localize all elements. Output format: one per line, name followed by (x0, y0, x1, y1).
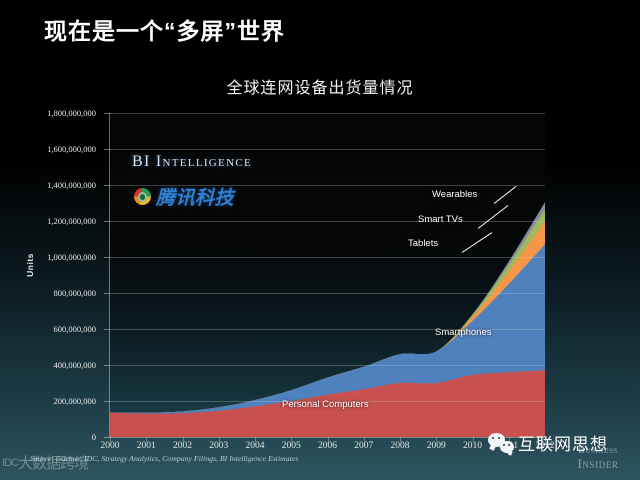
x-axis-tick-mark (327, 437, 329, 442)
y-axis-tick-mark (104, 365, 110, 366)
y-axis-tick-label: 1,000,000,000 (47, 252, 96, 262)
bi-watermark-line1: Business (578, 445, 618, 456)
x-axis-tick-label: 2000 (100, 441, 120, 451)
bi-watermark-line2: Insider (577, 455, 619, 471)
y-axis-tick-label: 800,000,000 (53, 288, 97, 298)
left-watermark-text: 大数据跨境 (17, 455, 89, 472)
x-axis-tick-mark (146, 437, 148, 442)
x-axis-tick-mark (291, 437, 293, 442)
y-axis-tick-mark (104, 185, 110, 186)
gridline (110, 185, 545, 186)
y-axis-tick-mark (104, 329, 110, 330)
gridline (110, 113, 545, 114)
x-axis-tick-label: 2007 (354, 441, 374, 451)
y-axis-tick-label: 0 (91, 432, 96, 442)
y-axis-tick-mark (104, 293, 110, 294)
x-axis-tick-label: 2010 (463, 441, 482, 451)
x-axis-tick-label: 2003 (209, 441, 229, 451)
x-axis-tick-label: 2008 (390, 441, 410, 451)
x-axis-tick-label: 2009 (426, 441, 446, 451)
y-axis-tick-label: 200,000,000 (53, 396, 97, 406)
slide-headline: 现在是一个“多屏”世界 (44, 18, 285, 44)
y-axis-tick-label: 1,400,000,000 (47, 180, 96, 190)
tencent-logo: 腾讯科技 (134, 183, 234, 210)
gridline (110, 221, 545, 222)
wechat-account-name: 互联网思想 (518, 435, 608, 454)
y-axis-tick-mark (104, 401, 110, 402)
chart-plot-area (110, 113, 545, 437)
left-watermark: IDC大数据跨境 (2, 452, 89, 473)
x-axis-tick-mark (436, 437, 438, 442)
y-axis-tick-label: 400,000,000 (53, 360, 97, 370)
y-axis-tick-label: 600,000,000 (53, 324, 97, 334)
bi-intelligence-logo: BI Intelligence (132, 153, 252, 170)
x-axis-tick-mark (110, 437, 111, 442)
gridline (110, 293, 545, 294)
x-axis-tick-mark (545, 437, 546, 442)
x-axis-tick-mark (255, 437, 256, 442)
y-axis-tick-label: 1,200,000,000 (47, 216, 96, 226)
stacked-area-series (110, 202, 545, 437)
x-axis-tick-mark (363, 437, 365, 442)
y-axis-tick-label: 1,600,000,000 (47, 144, 96, 154)
y-axis-tick-mark (104, 149, 110, 150)
series-label-tablets: Tablets (408, 238, 439, 249)
series-label-personal-computers: Personal Computers (282, 399, 369, 410)
gridline (110, 257, 545, 258)
x-axis-tick-mark (218, 437, 220, 442)
y-axis-tick-mark (104, 113, 110, 114)
chart-source-note: Source: Gartner, IDC, Strategy Analytics… (30, 454, 299, 463)
x-axis-tick-label: 2004 (245, 441, 265, 451)
x-axis-tick-mark (182, 437, 184, 442)
y-axis-tick-label: 1,800,000,000 (47, 108, 96, 118)
x-axis-tick-mark (508, 437, 510, 442)
x-axis-tick-label: 2002 (173, 441, 192, 451)
series-label-smart-tvs: Smart TVs (418, 214, 463, 225)
gridline (110, 365, 545, 366)
x-axis-tick-mark (472, 437, 474, 442)
gridline (110, 149, 545, 150)
y-axis-tick-mark (104, 221, 110, 222)
gridline (110, 401, 545, 402)
chart-title: 全球连网设备出货量情况 (226, 80, 414, 97)
chart-frame: Units 0 200,000,000 400,000,000 600,000,000… (20, 100, 620, 451)
gridline (110, 329, 545, 330)
x-axis-tick-label: 2006 (318, 441, 337, 451)
x-axis-tick-mark (400, 437, 401, 442)
area-series-personal-computers (110, 370, 545, 437)
y-axis-tick-mark (104, 257, 110, 258)
wechat-icon (488, 432, 514, 453)
x-axis-line (109, 437, 546, 438)
x-axis-tick-label: 2001 (136, 441, 156, 451)
series-label-wearables: Wearables (432, 189, 478, 200)
left-watermark-prefix: IDC (2, 457, 19, 469)
series-label-smartphones: Smartphones (435, 327, 492, 338)
y-axis-tick-mark (104, 437, 110, 438)
business-insider-watermark: Business Insider (556, 445, 640, 471)
tencent-penguin-icon (134, 188, 151, 205)
x-axis-tick-label: 2012 (535, 441, 555, 451)
x-axis-tick-label: 2005 (281, 441, 301, 451)
y-axis-line (109, 113, 110, 438)
tencent-label: 腾讯科技 (156, 188, 235, 209)
wechat-account-block: 互联网思想 (488, 430, 608, 455)
